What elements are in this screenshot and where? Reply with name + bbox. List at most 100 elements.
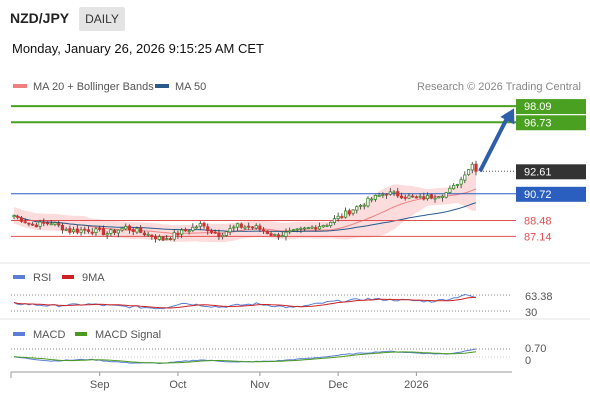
- candle: [444, 191, 448, 199]
- candle: [49, 220, 53, 226]
- level-tag-pivot: [516, 186, 586, 202]
- candle: [258, 223, 262, 232]
- candle: [34, 222, 38, 228]
- candle: [31, 222, 35, 226]
- candle: [370, 196, 374, 203]
- candle: [109, 228, 113, 237]
- candle: [448, 185, 452, 194]
- candle: [440, 194, 445, 202]
- macd-signal-line: [13, 351, 477, 364]
- candle: [284, 228, 288, 241]
- candle: [161, 236, 165, 242]
- levels-layer: [11, 105, 516, 237]
- x-tick-label: 2026: [404, 379, 428, 391]
- candle: [384, 193, 389, 199]
- candle: [19, 215, 24, 223]
- candle: [463, 171, 467, 184]
- rsi-value-label: 63.38: [525, 291, 553, 303]
- candle: [347, 208, 351, 217]
- candle: [306, 226, 310, 230]
- candle: [217, 229, 221, 240]
- candle: [98, 225, 102, 232]
- forecast-arrow-head: [500, 108, 515, 125]
- candle: [329, 221, 333, 228]
- candle: [53, 221, 57, 227]
- candle: [310, 225, 314, 230]
- macd-value-label: 0.70: [525, 343, 546, 355]
- candle: [142, 230, 147, 237]
- rsi-legend-label: RSI: [33, 272, 51, 284]
- ma50-line: [13, 202, 477, 233]
- candle: [399, 192, 404, 199]
- candle: [425, 192, 430, 201]
- candle: [414, 195, 418, 199]
- candle: [194, 225, 199, 229]
- candle: [176, 230, 180, 239]
- candle: [362, 202, 366, 210]
- candle: [127, 224, 132, 234]
- level-tag-price: [516, 164, 586, 180]
- timeframe-badge[interactable]: [79, 7, 125, 31]
- candle: [16, 214, 20, 220]
- rsi-ma-line: [13, 296, 477, 309]
- candle: [101, 225, 106, 236]
- macd-legend-swatch: [13, 332, 25, 336]
- candle: [38, 219, 42, 230]
- level-tag-target: [516, 115, 586, 131]
- x-tick-label: Dec: [328, 379, 348, 391]
- candle: [27, 222, 31, 227]
- candle: [64, 227, 68, 231]
- candle: [135, 226, 139, 235]
- candle: [336, 212, 340, 222]
- candle: [262, 227, 266, 234]
- candle: [280, 231, 284, 238]
- candles-layer: [12, 160, 478, 243]
- x-tick-label: Nov: [250, 379, 270, 391]
- candle: [86, 226, 91, 234]
- candle: [422, 192, 426, 201]
- macd-zero-label: 0: [525, 355, 531, 367]
- candle: [124, 223, 128, 231]
- candle: [314, 225, 318, 232]
- candle: [351, 208, 355, 216]
- candle: [68, 225, 72, 235]
- ma50-legend-label: MA 50: [175, 81, 206, 93]
- level-label-target: 96.73: [524, 117, 552, 129]
- rsi-lower-label: 30: [525, 307, 537, 319]
- candle: [470, 161, 474, 174]
- macd-legend-label: MACD: [33, 329, 65, 341]
- candle: [187, 229, 191, 235]
- candle: [411, 194, 415, 198]
- candle: [191, 223, 195, 233]
- candle: [455, 183, 459, 189]
- candle: [12, 214, 16, 220]
- candle: [213, 229, 217, 234]
- candle: [23, 218, 27, 224]
- candle: [299, 226, 303, 234]
- candle: [429, 193, 433, 200]
- candle: [60, 222, 65, 234]
- candle: [202, 221, 206, 229]
- candle: [303, 226, 307, 232]
- candle: [57, 220, 61, 228]
- candle: [239, 222, 243, 229]
- macd-signal-legend-label: MACD Signal: [95, 329, 161, 341]
- candle: [228, 224, 232, 236]
- rsi-panel: RSI 9MA 63.38 30: [11, 272, 553, 319]
- rsi-ma-legend-label: 9MA: [82, 272, 105, 284]
- candle: [139, 225, 143, 234]
- candle: [373, 194, 378, 202]
- candle: [437, 196, 441, 199]
- price-panel: 98.09 96.73 92.61 90.72 88.48 87.14: [11, 99, 586, 243]
- candle: [295, 228, 299, 233]
- candle: [42, 218, 46, 227]
- candle: [183, 227, 187, 232]
- candle: [317, 222, 322, 230]
- candle: [79, 226, 83, 236]
- candle: [254, 223, 258, 230]
- credit-label: Research © 2026 Trading Central: [417, 81, 581, 93]
- candle: [343, 207, 348, 219]
- candle: [172, 229, 176, 242]
- candle: [243, 225, 247, 231]
